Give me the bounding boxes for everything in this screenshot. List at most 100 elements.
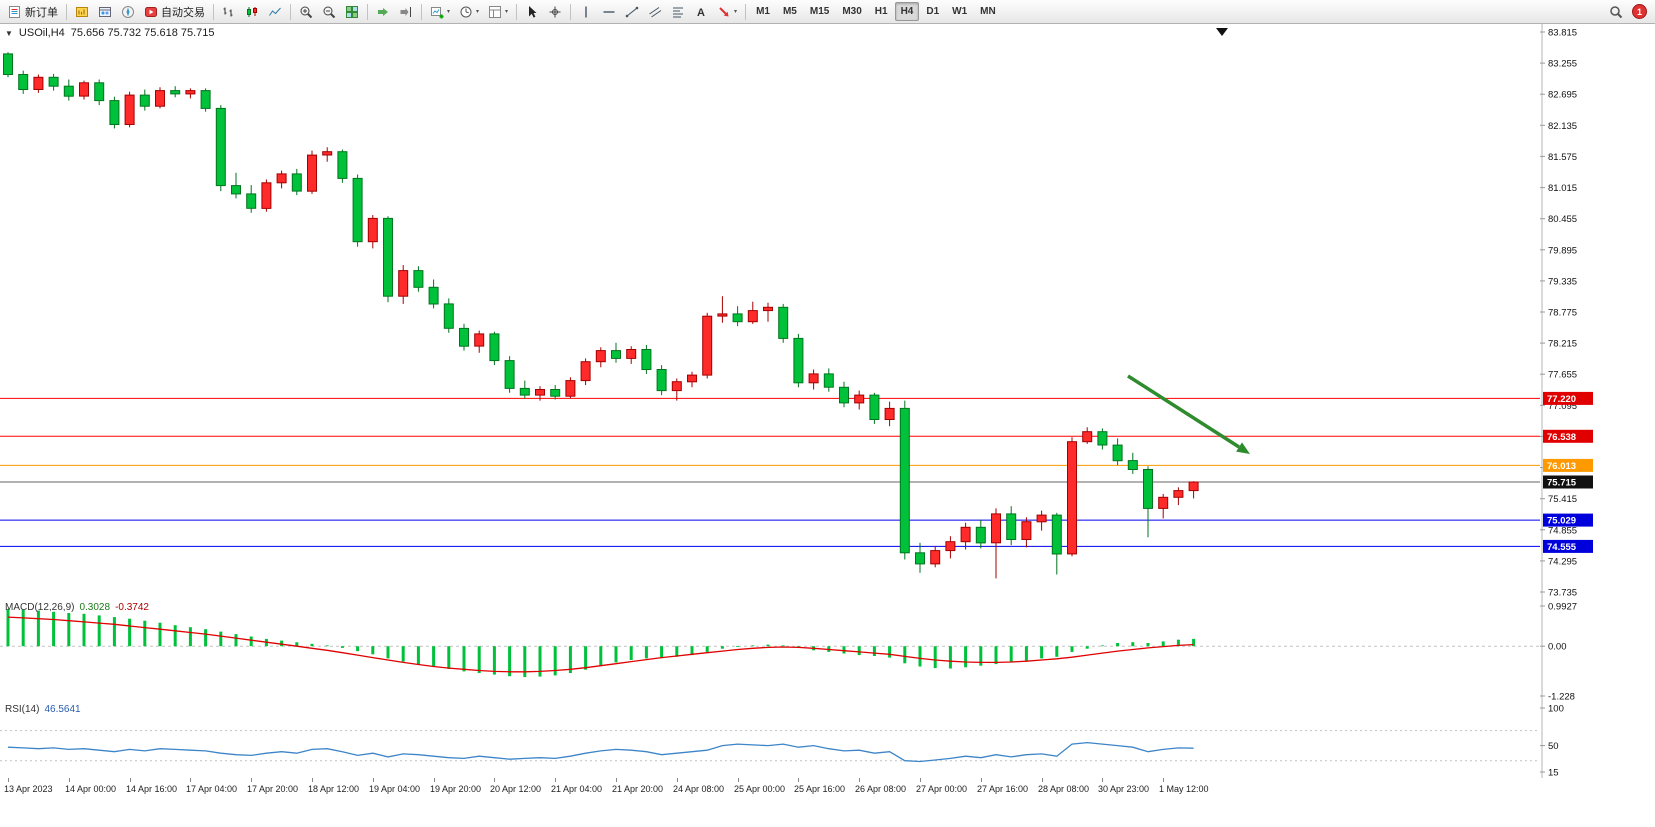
time-label: 19 Apr 04:00 [369,784,421,794]
candle-chart-button[interactable] [241,2,263,22]
time-tick [555,778,556,782]
time-tick [69,778,70,782]
rsi-chart[interactable]: 100 50 15 [0,702,1655,778]
tile-windows-icon [346,5,358,18]
trendline-icon [625,6,639,17]
time-tick [798,778,799,782]
svg-text:82.695: 82.695 [1548,90,1577,101]
time-tick [312,778,313,782]
svg-text:75.415: 75.415 [1548,494,1577,505]
time-label: 21 Apr 20:00 [612,784,664,794]
time-tick [738,778,739,782]
auto-scroll-icon [378,7,388,16]
svg-text:50: 50 [1548,741,1559,752]
chart-expand-caret[interactable]: ▼ [5,28,13,38]
time-tick [434,778,435,782]
timeframe-w1-button[interactable]: W1 [952,6,968,17]
timeframe-m15-button[interactable]: M15 [809,6,830,17]
macd-label: MACD(12,26,9) 0.3028 -0.3742 [5,602,149,613]
svg-text:75.715: 75.715 [1547,478,1577,489]
svg-text:83.255: 83.255 [1548,59,1577,70]
window-bottom [0,800,1655,827]
template-button[interactable]: ▾ [484,2,512,22]
zoom-out-button[interactable] [318,2,340,22]
time-tick [859,778,860,782]
timeframe-h1-button[interactable]: H1 [874,6,888,17]
navigator-icon [122,5,134,18]
search-icon [1610,5,1623,18]
text-label-button[interactable]: A [690,2,712,22]
vertical-line-button[interactable] [575,2,597,22]
svg-text:79.895: 79.895 [1548,245,1577,256]
svg-text:74.555: 74.555 [1547,542,1577,553]
macd-chart[interactable]: 0.9927 0.00 -1.228 [0,600,1655,702]
auto-trading-icon [145,6,157,17]
trendline-button[interactable] [621,2,643,22]
cursor-button[interactable] [521,2,543,22]
crosshair-button[interactable] [544,2,566,22]
svg-text:73.735: 73.735 [1548,588,1577,599]
svg-text:77.220: 77.220 [1547,394,1576,405]
rsi-name: RSI(14) [5,704,40,715]
chart-symbol-period: USOil,H4 [18,27,65,39]
template-icon [489,5,502,18]
timeframe-h4-button[interactable]: H4 [894,2,920,21]
data-window-button[interactable] [94,2,116,22]
period-selector-button[interactable]: ▾ [455,2,483,22]
market-watch-button[interactable] [71,2,93,22]
timeframe-m30-button[interactable]: M30 [842,6,862,17]
time-label: 20 Apr 12:00 [490,784,542,794]
time-tick [1042,778,1043,782]
channel-button[interactable] [644,2,666,22]
zoom-in-icon [300,6,313,18]
horizontal-line-button[interactable] [598,2,620,22]
auto-trading-button[interactable]: 自动交易 [140,2,209,22]
navigator-button[interactable] [117,2,139,22]
rsi-panel[interactable]: 100 50 15 RSI(14) 46.5641 [0,702,1655,778]
svg-text:77.655: 77.655 [1548,370,1577,381]
timeframe-d1-button[interactable]: D1 [926,6,940,17]
macd-panel[interactable]: 0.9927 0.00 -1.228 MACD(12,26,9) 0.3028 -0… [0,600,1655,702]
svg-text:79.335: 79.335 [1548,276,1577,287]
time-axis[interactable]: 13 Apr 2023 14 Apr 00:00 14 Apr 16:00 17 Ap… [0,778,1655,800]
new-order-button[interactable]: 新订单 [4,2,62,22]
fibonacci-button[interactable] [667,2,689,22]
candlestick-chart[interactable]: 83.815 83.255 82.695 82.135 81.575 81.015 80.4… [0,24,1655,600]
time-tick [130,778,131,782]
trend-arrow-annotation [1236,442,1250,454]
timeframe-mn-button[interactable]: MN [980,6,996,17]
svg-text:74.295: 74.295 [1548,556,1577,567]
auto-scroll-button[interactable] [372,2,394,22]
line-chart-icon [269,7,281,16]
svg-text:A: A [697,7,705,19]
time-label: 27 Apr 16:00 [977,784,1029,794]
arrows-button[interactable]: ▾ [713,2,741,22]
time-label: 30 Apr 23:00 [1098,784,1150,794]
time-tick [677,778,678,782]
line-chart-button[interactable] [264,2,286,22]
time-tick [8,778,9,782]
timeframe-m5-button[interactable]: M5 [782,6,797,17]
time-tick [920,778,921,782]
toolbar-separator [421,3,422,20]
time-label: 27 Apr 00:00 [916,784,968,794]
data-window-icon [99,6,111,17]
svg-text:76.013: 76.013 [1547,461,1576,472]
svg-text:81.015: 81.015 [1548,183,1577,194]
svg-text:77.095: 77.095 [1548,401,1577,412]
time-label: 28 Apr 08:00 [1038,784,1090,794]
chart-shift-button[interactable] [395,2,417,22]
new-chart-button[interactable]: ▾ [426,2,454,22]
tile-windows-button[interactable] [341,2,363,22]
svg-text:78.775: 78.775 [1548,308,1577,319]
zoom-in-button[interactable] [295,2,317,22]
svg-text:74.855: 74.855 [1548,525,1577,536]
price-scale[interactable] [1542,24,1655,599]
notification-badge[interactable]: 1 [1632,4,1647,19]
main-chart-panel[interactable]: 83.815 83.255 82.695 82.135 81.575 81.015 80.4… [0,24,1655,600]
chart-title: ▼ USOil,H4 75.656 75.732 75.618 75.715 [5,27,215,39]
timeframe-m1-button[interactable]: M1 [756,6,770,17]
macd-main-value: 0.3028 [79,602,111,613]
search-button[interactable] [1605,2,1627,22]
bar-chart-button[interactable] [218,2,240,22]
